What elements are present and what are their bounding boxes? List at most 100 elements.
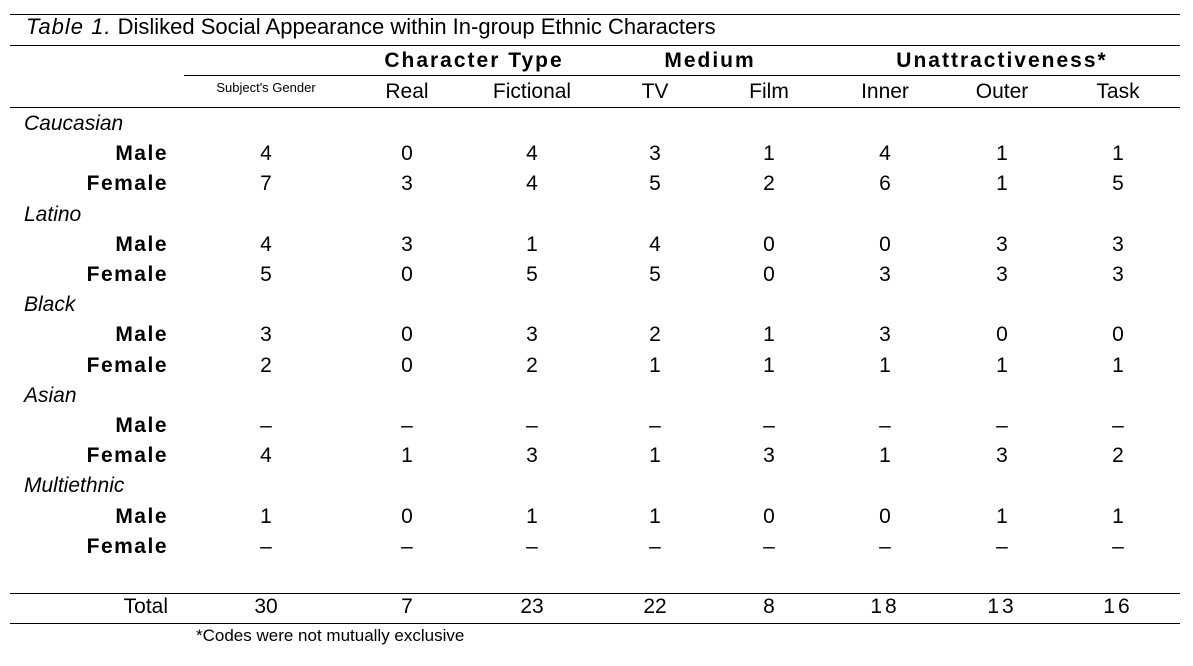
- table-cell: 0: [763, 504, 775, 528]
- total-cell: 16: [1103, 595, 1133, 618]
- table-cell: 4: [879, 142, 891, 166]
- table-cell: –: [996, 534, 1008, 558]
- table-cell: 1: [763, 323, 775, 347]
- table-cell: –: [649, 414, 661, 437]
- gender-label: Male: [115, 504, 168, 528]
- column-header-tv: TV: [641, 80, 669, 103]
- total-cell: 7: [401, 595, 413, 618]
- table-cell: –: [649, 534, 661, 558]
- column-header-subjects-gender: Subject's Gender: [216, 80, 316, 95]
- table-cell: 0: [401, 142, 413, 166]
- table-cell: 1: [763, 353, 775, 377]
- header-rule: [10, 107, 1180, 108]
- table-cell: –: [763, 534, 775, 558]
- table-cell: –: [260, 414, 272, 437]
- column-header-film: Film: [749, 80, 789, 103]
- table-cell: 1: [401, 444, 413, 468]
- table-cell: 3: [879, 323, 891, 347]
- table-cell: 0: [763, 263, 775, 286]
- table-cell: 3: [996, 263, 1008, 286]
- ethnicity-label: Caucasian: [24, 112, 124, 135]
- table-cell: 3: [526, 323, 538, 347]
- table-cell: 3: [879, 263, 891, 286]
- table-cell: 1: [526, 232, 538, 256]
- table-cell: 1: [996, 504, 1008, 528]
- table-cell: 1: [996, 172, 1008, 196]
- table-cell: 3: [401, 232, 413, 256]
- ethnicity-label: Latino: [24, 202, 82, 226]
- table-cell: 3: [996, 444, 1008, 468]
- total-top-rule: [10, 593, 1180, 594]
- ethnicity-label: Multiethnic: [24, 474, 125, 498]
- table-cell: 1: [526, 504, 538, 528]
- table-cell: 5: [260, 263, 272, 286]
- total-cell: 23: [520, 595, 544, 618]
- table-cell: –: [401, 534, 413, 558]
- table-cell: 0: [401, 353, 413, 377]
- table-cell: 2: [1112, 444, 1124, 468]
- table-cell: 0: [1112, 323, 1124, 347]
- table-cell: 1: [763, 142, 775, 166]
- gender-label: Female: [86, 444, 168, 468]
- table-cell: 2: [260, 353, 272, 377]
- table-cell: 1: [649, 353, 661, 377]
- caption-rule: [10, 45, 1180, 46]
- table-caption: Table 1. Disliked Social Appearance with…: [26, 14, 716, 40]
- table-cell: 1: [260, 504, 272, 528]
- gender-label: Male: [115, 414, 168, 437]
- table-cell: 1: [879, 444, 891, 468]
- gender-label: Female: [86, 263, 168, 286]
- gender-label: Male: [115, 142, 168, 166]
- table-cell: 4: [260, 142, 272, 166]
- table-cell: 4: [260, 444, 272, 468]
- table-cell: 2: [763, 172, 775, 196]
- table-cell: –: [1112, 534, 1124, 558]
- table-cell: 1: [996, 353, 1008, 377]
- table-cell: –: [260, 534, 272, 558]
- column-header-fictional: Fictional: [492, 80, 572, 103]
- table-cell: 2: [526, 353, 538, 377]
- gender-label: Female: [86, 172, 168, 196]
- table-cell: 7: [260, 172, 272, 196]
- table-cell: –: [401, 414, 413, 437]
- table-cell: –: [763, 414, 775, 437]
- table-cell: 3: [526, 444, 538, 468]
- group-rule: [184, 75, 1180, 76]
- table-cell: 0: [879, 232, 891, 256]
- table-cell: 1: [996, 142, 1008, 166]
- table-cell: 1: [1112, 353, 1124, 377]
- table-cell: 4: [260, 232, 272, 256]
- gender-label: Male: [115, 232, 168, 256]
- table-cell: 4: [649, 232, 661, 256]
- table-cell: 3: [649, 142, 661, 166]
- table-cell: –: [526, 414, 538, 437]
- group-header-unattractiveness: Unattractiveness*: [896, 49, 1108, 72]
- total-label: Total: [123, 595, 168, 618]
- table-cell: 0: [401, 504, 413, 528]
- table-cell: 0: [879, 504, 891, 528]
- column-header-inner: Inner: [861, 80, 909, 103]
- total-cell: 13: [987, 595, 1017, 618]
- caption-title: Disliked Social Appearance within In-gro…: [117, 14, 716, 39]
- table-cell: –: [879, 534, 891, 558]
- total-cell: 18: [870, 595, 900, 618]
- table-cell: 3: [1112, 263, 1124, 286]
- table-cell: 3: [1112, 232, 1124, 256]
- table-cell: 5: [649, 172, 661, 196]
- table-cell: 6: [879, 172, 891, 196]
- table-cell: 2: [649, 323, 661, 347]
- ethnicity-label: Asian: [24, 383, 77, 407]
- column-header-outer: Outer: [975, 80, 1029, 103]
- table-cell: 5: [649, 263, 661, 286]
- table-cell: 1: [649, 444, 661, 468]
- caption-label: Table 1.: [26, 14, 112, 39]
- column-header-task: Task: [1096, 80, 1140, 103]
- table-cell: 5: [1112, 172, 1124, 196]
- gender-label: Female: [86, 534, 168, 558]
- table-cell: 0: [401, 323, 413, 347]
- ethnicity-label: Black: [24, 293, 76, 317]
- table-cell: 1: [879, 353, 891, 377]
- table-cell: 3: [763, 444, 775, 468]
- table-cell: –: [996, 414, 1008, 437]
